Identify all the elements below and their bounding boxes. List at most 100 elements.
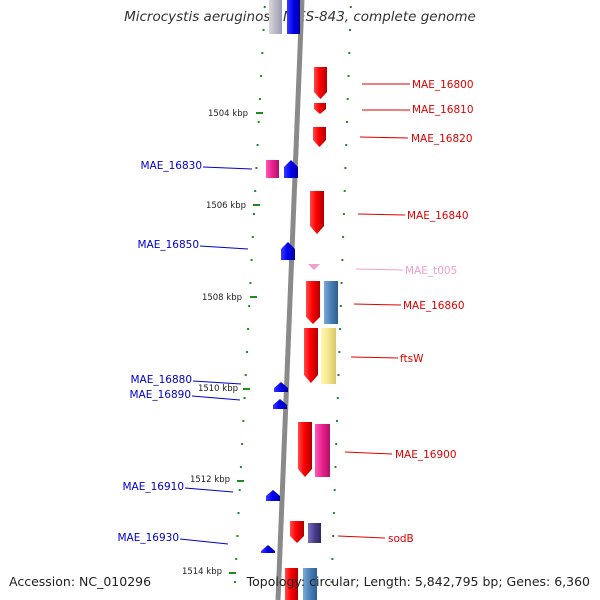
track-dot <box>237 512 240 514</box>
forward-labels: MAE_16800 MAE_16810 MAE_16820 MAE_16840 … <box>337 79 474 545</box>
gene-glyph-MAE_16900-cog <box>315 424 330 477</box>
track-dots <box>234 6 352 583</box>
gene-glyph-MAE_16880 <box>274 382 288 392</box>
track-dot <box>250 259 253 261</box>
tick-label: 1504 kbp <box>208 109 248 119</box>
gene-glyph-MAE_16860 <box>306 281 320 324</box>
track-dot <box>332 512 335 514</box>
genome-backbone <box>275 0 305 600</box>
gene-label-MAE_16880[interactable]: MAE_16880 <box>130 374 192 386</box>
gene-glyph-MAE_16890 <box>273 399 287 409</box>
track-dot <box>238 489 241 491</box>
track-dot <box>331 558 334 560</box>
track-dot <box>245 351 248 353</box>
gene-glyph-MAE_16820 <box>313 127 326 147</box>
gene-label-MAE_16890[interactable]: MAE_16890 <box>129 389 191 401</box>
track-dot <box>242 420 245 422</box>
partial-gene-top-gray <box>269 0 282 34</box>
gene-label-MAE_16840[interactable]: MAE_16840 <box>407 210 469 222</box>
track-dot <box>333 489 336 491</box>
track-dot <box>263 6 266 8</box>
gene-glyph-ftsW <box>304 328 318 383</box>
tick-label: 1512 kbp <box>190 475 230 485</box>
track-dot <box>335 443 338 445</box>
gene-label-sodB[interactable]: sodB <box>388 533 414 545</box>
leader-line <box>350 356 399 359</box>
track-dot <box>258 98 261 100</box>
leader-line <box>359 136 409 139</box>
partial-gene-bottom-steel <box>303 568 317 600</box>
leader-line <box>184 487 234 493</box>
gene-glyph-sodB <box>290 521 304 543</box>
track-dot <box>241 443 244 445</box>
gene-label-MAE_16900[interactable]: MAE_16900 <box>395 449 457 461</box>
track-dot <box>340 282 343 284</box>
track-dot <box>347 75 350 77</box>
gene-glyph-ftsW-cog <box>321 328 336 384</box>
tick-label: 1514 kbp <box>182 567 222 577</box>
partial-gene-bottom-red <box>285 568 298 600</box>
track-dot <box>337 374 340 376</box>
leader-line <box>179 538 229 545</box>
track-dot <box>249 282 252 284</box>
gene-glyph-sodB-cog <box>308 523 321 543</box>
track-dot <box>349 29 351 31</box>
track-dot <box>234 581 236 583</box>
gene-glyph-MAE_16810 <box>314 103 326 114</box>
reverse-labels: MAE_16830 MAE_16850 MAE_16880 MAE_16890 … <box>117 160 253 545</box>
track-dot <box>348 52 351 54</box>
track-dot <box>251 236 254 238</box>
track-dot <box>342 213 345 215</box>
tick-label: 1506 kbp <box>206 201 246 211</box>
track-dot <box>345 144 348 146</box>
leader-line <box>355 268 404 271</box>
leader-line <box>353 303 402 306</box>
leader-line <box>191 395 241 401</box>
topology-text: Topology: circular; Length: 5,842,795 bp… <box>246 574 590 589</box>
partial-gene-top-blue <box>287 0 300 34</box>
track-dot <box>349 6 352 8</box>
gene-label-MAE_16910[interactable]: MAE_16910 <box>122 481 184 493</box>
track-dot <box>336 397 339 399</box>
leader-line <box>357 213 406 216</box>
track-dot <box>255 167 258 169</box>
track-dot <box>338 351 341 353</box>
leader-line <box>344 451 393 455</box>
leader-line <box>199 245 249 250</box>
gene-glyph-MAE_16930 <box>261 545 275 553</box>
gene-label-MAE_16850[interactable]: MAE_16850 <box>137 239 199 251</box>
gene-label-MAE_16800[interactable]: MAE_16800 <box>412 79 474 91</box>
track-dot <box>342 236 345 238</box>
gene-glyph-MAE_16830-cog <box>266 160 279 178</box>
track-dot <box>244 374 247 376</box>
track-dot <box>330 581 333 583</box>
track-dot <box>256 144 259 146</box>
track-dot <box>239 466 242 468</box>
track-dot <box>253 213 255 215</box>
gene-label-MAE_16810[interactable]: MAE_16810 <box>412 104 474 116</box>
leader-line <box>192 380 242 385</box>
gene-label-MAE_16830[interactable]: MAE_16830 <box>140 160 202 172</box>
track-dot <box>243 397 246 399</box>
leader-line <box>337 535 386 539</box>
track-dot <box>343 190 346 192</box>
gene-label-ftsW[interactable]: ftsW <box>400 353 424 365</box>
gene-label-MAE_16860[interactable]: MAE_16860 <box>403 300 465 312</box>
track-dot <box>236 535 239 537</box>
track-dot <box>346 121 348 123</box>
track-dot <box>261 52 264 54</box>
track-dot <box>248 305 251 307</box>
gene-glyph-MAE_16830 <box>284 160 298 178</box>
track-dot <box>339 328 342 330</box>
gene-label-MAE_16930[interactable]: MAE_16930 <box>117 532 179 544</box>
gene-label-MAE_16820[interactable]: MAE_16820 <box>411 133 473 145</box>
track-dot <box>339 305 342 307</box>
gene-label-MAE_t005[interactable]: MAE_t005 <box>405 265 457 277</box>
track-dot <box>262 29 265 31</box>
leader-line <box>202 166 253 170</box>
gene-glyph-MAE_16900 <box>298 422 312 477</box>
accession-text: Accession: NC_010296 <box>9 574 152 589</box>
gene-glyph-MAE_16860-cog <box>324 281 338 324</box>
gene-glyph-MAE_16840 <box>310 191 324 234</box>
